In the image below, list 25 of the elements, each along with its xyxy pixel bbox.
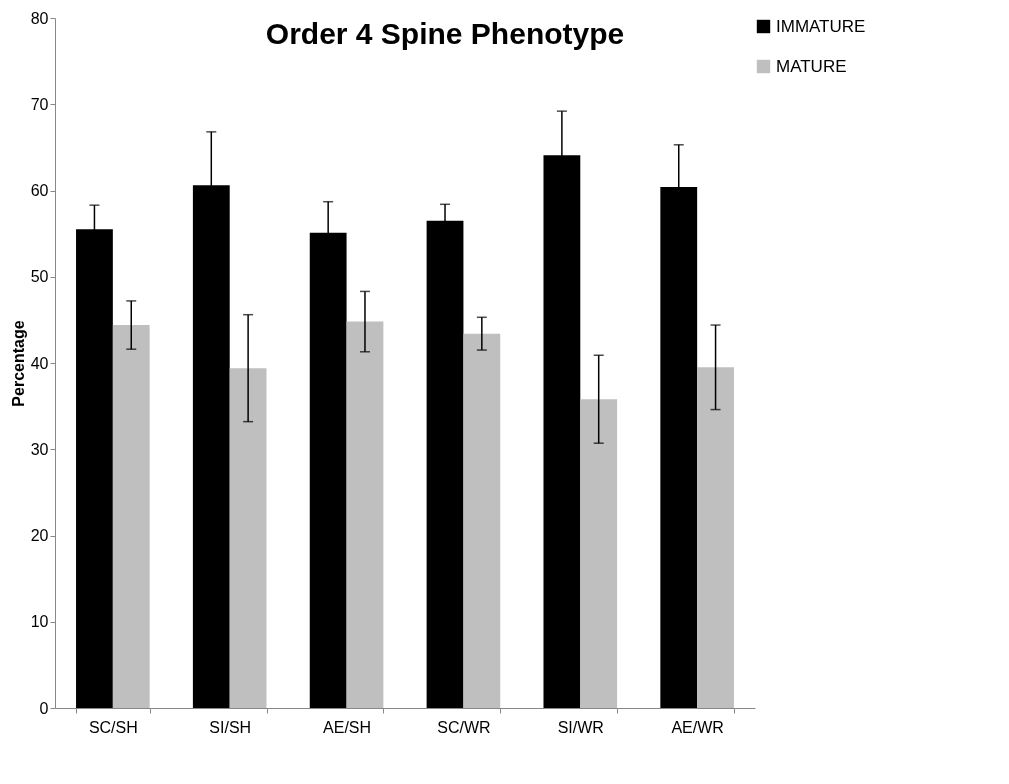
bar [346,321,384,708]
x-tick-label: SC/SH [88,718,138,736]
y-axis-title: Percentage [9,320,27,407]
y-tick-label: 50 [30,268,49,286]
x-tick-label: SC/WR [437,718,491,736]
y-tick-label: 10 [30,613,49,631]
chart-title: Order 4 Spine Phenotype [265,17,625,50]
legend-label: IMMATURE [776,16,866,36]
y-tick-label: 30 [30,440,49,458]
y-tick-label: 60 [30,182,49,199]
x-tick-label: SI/SH [209,718,252,736]
x-tick-label: AE/WR [671,718,724,736]
y-tick-label: 0 [39,699,49,717]
legend-label: MATURE [776,56,847,76]
x-tick-label: SI/WR [557,718,604,736]
y-tick-label: 70 [30,95,49,113]
bar [112,325,150,708]
bar [229,368,267,708]
bar [580,399,618,708]
y-tick-label: 80 [30,9,49,27]
y-tick-label: 20 [30,527,49,544]
bar [697,367,734,708]
bar [463,333,501,708]
x-tick-label: AE/SH [323,718,372,736]
y-tick-label: 40 [30,354,49,372]
